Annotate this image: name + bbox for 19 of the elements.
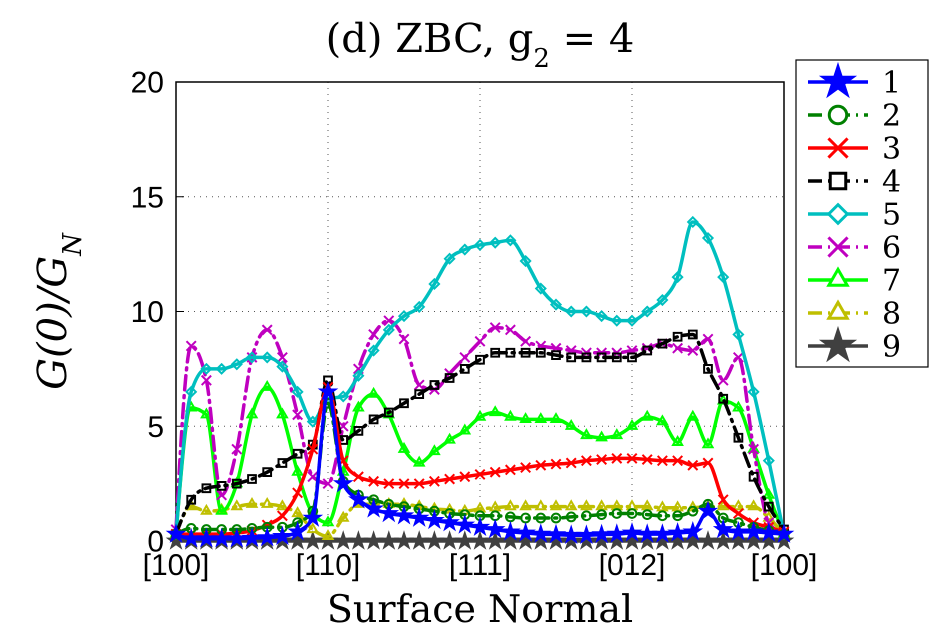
legend-label: 1: [882, 66, 902, 100]
y-tick-label: 20: [130, 66, 164, 100]
legend-label: 8: [882, 296, 902, 332]
x-tick-label: [110]: [296, 549, 360, 582]
legend-label: 5: [882, 198, 902, 232]
x-tick-label: [100]: [750, 549, 818, 582]
y-tick-label: 15: [130, 181, 164, 214]
legend-label: 2: [882, 98, 902, 134]
x-tick-label: [111]: [448, 549, 512, 582]
chart-title: (d) ZBC, g$_{2}$ = 4: [326, 16, 634, 74]
legend-label: 4: [882, 164, 902, 200]
legend-label: 3: [882, 132, 902, 166]
legend-label: 9: [882, 330, 902, 364]
y-tick-label: 5: [147, 410, 164, 444]
y-tick-label: 10: [130, 296, 164, 329]
legend-label: 6: [882, 230, 902, 266]
x-axis-title: Surface Normal: [326, 587, 634, 631]
legend-label: 7: [882, 264, 902, 298]
x-tick-label: [012]: [598, 549, 666, 582]
